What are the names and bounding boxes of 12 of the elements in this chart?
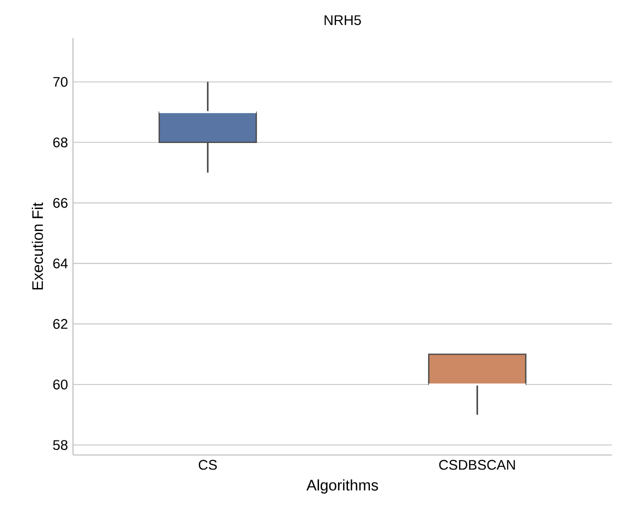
y-tick-label: 68 bbox=[53, 137, 68, 148]
x-axis-title: Algorithms bbox=[306, 479, 378, 494]
y-axis-title: Execution Fit bbox=[32, 202, 44, 290]
chart-title: NRH5 bbox=[324, 15, 361, 26]
x-tick-label: CS bbox=[198, 460, 217, 470]
x-tick-label: CSDBSCAN bbox=[439, 460, 515, 470]
y-tick-label: 64 bbox=[53, 258, 68, 268]
y-tick-label: 60 bbox=[53, 380, 68, 390]
y-tick-label: 70 bbox=[53, 76, 68, 87]
y-tick-label: 62 bbox=[53, 319, 68, 329]
y-tick-label: 66 bbox=[53, 198, 68, 208]
y-tick-label: 58 bbox=[53, 440, 68, 450]
